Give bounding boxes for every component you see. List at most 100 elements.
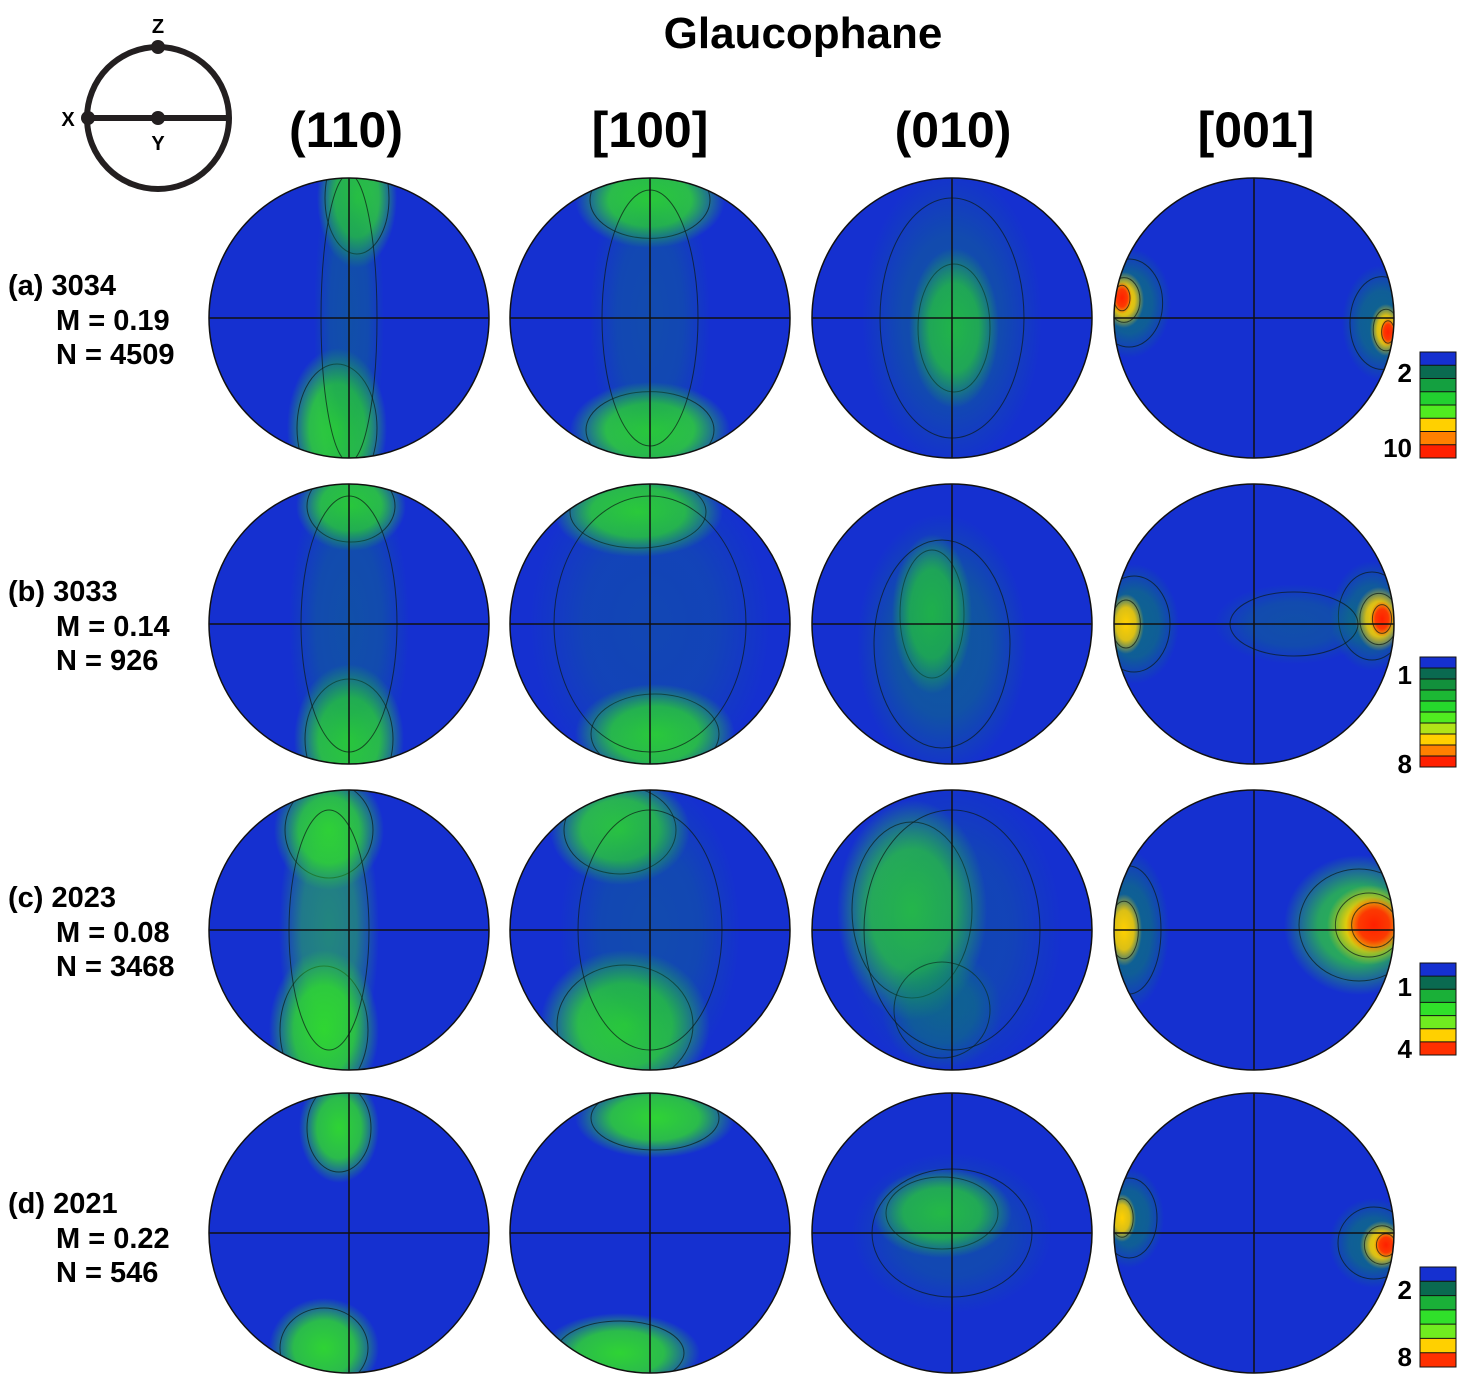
contour-line: [1114, 284, 1131, 312]
grain-count-label: N = 546: [56, 1257, 158, 1289]
grain-count-label: N = 3468: [56, 951, 175, 983]
pole-figure-outline: [1113, 177, 1395, 459]
pole-figure-b-110: [208, 483, 490, 765]
color-scale-band: [1420, 668, 1456, 680]
contour-line: [1114, 258, 1164, 348]
pole-figure-c-100: [509, 789, 791, 1071]
color-scale-band: [1420, 352, 1456, 366]
color-scale-band: [1420, 756, 1456, 768]
grain-count-label: N = 926: [56, 645, 158, 677]
pole-figure-d-001: [1113, 1092, 1395, 1374]
reference-frame: Z Y X: [61, 16, 232, 192]
contour-line: [1114, 1177, 1158, 1259]
y-axis-label: Y: [151, 133, 165, 155]
sample-label: (b) 3033: [8, 576, 118, 608]
contour-line: [279, 1307, 369, 1373]
color-scale-band: [1420, 431, 1456, 446]
grain-count-label: N = 4509: [56, 339, 175, 371]
color-scale-band: [1420, 1002, 1456, 1017]
color-scale-band: [1420, 1015, 1456, 1030]
pole-figure-d-100: [509, 1092, 791, 1374]
color-scale-band: [1420, 976, 1456, 990]
color-scale-band: [1420, 723, 1456, 735]
pole-figure-outline: [811, 177, 1093, 459]
color-scale-frame: [1419, 962, 1457, 1056]
row-label-a: (a) 3034 M = 0.19 N = 4509: [8, 270, 175, 371]
scale-c-tick-low: 1: [1398, 972, 1412, 1002]
pole-figure-b-010: [811, 483, 1093, 765]
pole-figure-outline: [1113, 789, 1395, 1071]
contour-line: [1351, 902, 1394, 948]
color-scale-band: [1420, 1324, 1456, 1339]
density-contour: [575, 1093, 735, 1158]
m-index-label: M = 0.19: [56, 305, 170, 337]
color-scale-frame: [1419, 351, 1457, 459]
color-scale-band: [1420, 701, 1456, 713]
pole-figure-outline: [208, 1092, 490, 1374]
contour-line: [306, 1093, 372, 1173]
color-scale-band: [1420, 734, 1456, 746]
row-label-b: (b) 3033 M = 0.14 N = 926: [8, 576, 170, 677]
density-contour: [540, 1313, 700, 1373]
contour-line: [873, 539, 1011, 749]
column-header-110: (110): [289, 102, 403, 158]
color-scale-frame: [1419, 1266, 1457, 1368]
pole-figure-a-010: [811, 177, 1093, 459]
pole-figure-outline: [1113, 1092, 1395, 1374]
z-point: [151, 40, 165, 54]
column-header-001: [001]: [1198, 102, 1315, 158]
pole-figure-d-110: [208, 1092, 490, 1374]
scale-b-tick-high: 8: [1398, 749, 1412, 779]
contour-line: [1298, 868, 1394, 982]
color-scale-band: [1420, 679, 1456, 691]
pole-figure-a-001: [1113, 177, 1395, 459]
density-contour: [1370, 601, 1394, 637]
color-scale-band: [1420, 712, 1456, 724]
color-scale-band: [1420, 378, 1456, 393]
x-point: [81, 111, 95, 125]
contour-line: [590, 1093, 720, 1151]
m-index-label: M = 0.14: [56, 611, 170, 643]
pole-figure-outline: [1113, 483, 1395, 765]
m-index-label: M = 0.22: [56, 1223, 170, 1255]
scale-d-tick-high: 8: [1398, 1342, 1412, 1372]
color-scale-band: [1420, 690, 1456, 702]
scale-c-tick-high: 4: [1398, 1034, 1413, 1064]
color-scale-band: [1420, 1338, 1456, 1354]
scale-a-tick-low: 2: [1398, 358, 1412, 388]
pole-figure-outline: [509, 789, 791, 1071]
pole-figure-c-010: [811, 789, 1093, 1071]
pole-figure-outline: [811, 483, 1093, 765]
z-axis-label: Z: [152, 16, 164, 38]
pole-figure-outline: [208, 483, 490, 765]
scale-b-tick-low: 1: [1398, 660, 1412, 690]
color-scale-band: [1420, 1041, 1456, 1056]
contour-line: [1114, 1198, 1134, 1238]
color-scale-band: [1420, 657, 1456, 669]
color-scales: [1419, 351, 1457, 1368]
pole-figure-outline: [509, 483, 791, 765]
pole-figure-d-010: [811, 1092, 1093, 1374]
density-contour: [269, 1298, 379, 1373]
color-scale-a: [1419, 351, 1457, 459]
color-scale-band: [1420, 391, 1456, 406]
pole-figure-b-001: [1113, 483, 1395, 765]
contour-line: [1334, 892, 1394, 958]
color-scale-band: [1420, 365, 1456, 379]
pole-figure-c-110: [208, 789, 490, 1071]
contour-line: [1363, 1225, 1394, 1265]
color-scale-band: [1420, 963, 1456, 977]
column-header-100: [100]: [592, 102, 709, 158]
pole-figure-outline: [208, 789, 490, 1071]
figure-title: Glaucophane: [664, 9, 943, 58]
color-scale-frame: [1419, 656, 1457, 768]
contour-line: [1114, 277, 1141, 323]
density-contour: [1114, 1194, 1136, 1242]
color-scale-band: [1420, 444, 1456, 459]
color-scale-band: [1420, 1281, 1456, 1297]
pole-figure-outline: [509, 1092, 791, 1374]
scale-a-tick-high: 10: [1383, 433, 1412, 463]
y-point: [151, 111, 165, 125]
pole-figure-b-100: [509, 483, 791, 765]
